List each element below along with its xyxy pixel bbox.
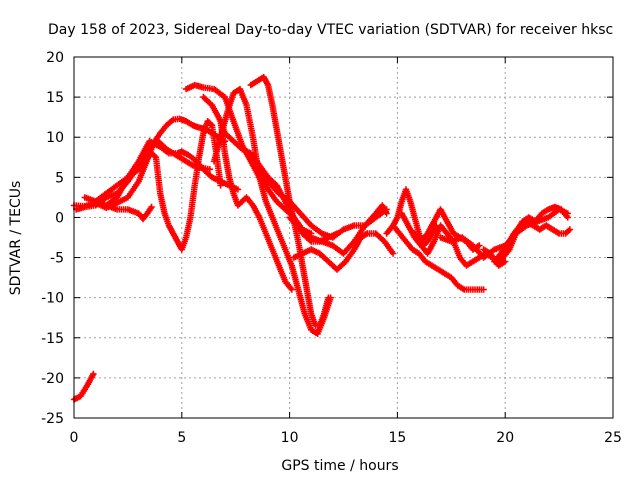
plot-frame bbox=[73, 56, 614, 419]
series-track-1 bbox=[70, 370, 97, 403]
data-point-markers bbox=[217, 118, 295, 293]
data-point-markers bbox=[290, 230, 397, 273]
series-track-8 bbox=[200, 93, 341, 245]
data-point-markers bbox=[103, 202, 155, 223]
series-track-10 bbox=[217, 118, 295, 293]
data-point-markers bbox=[480, 203, 571, 265]
y-tick-label: -25 bbox=[41, 411, 64, 427]
chart-title: Day 158 of 2023, Sidereal Day-to-day VTE… bbox=[48, 22, 613, 38]
y-tick-label: -5 bbox=[50, 251, 64, 267]
tick-labels: 0 5 10 15 20 25 -25 -20 -15 -10 -5 0 5 10 15 20 bbox=[41, 50, 622, 446]
series-track-16 bbox=[389, 222, 487, 293]
series-track-9 bbox=[210, 85, 334, 337]
y-tick-label: -20 bbox=[41, 371, 64, 387]
x-tick-label: 20 bbox=[496, 430, 514, 446]
data-point-markers bbox=[70, 370, 97, 403]
data-point-markers bbox=[210, 85, 334, 337]
data-series bbox=[70, 73, 574, 403]
series-track-14 bbox=[290, 230, 397, 273]
x-axis-label: GPS time / hours bbox=[281, 458, 398, 474]
axis-ticks bbox=[73, 56, 614, 419]
grid bbox=[74, 57, 613, 418]
y-tick-label: -15 bbox=[41, 331, 64, 347]
data-point-markers bbox=[200, 93, 341, 245]
y-tick-label: -10 bbox=[41, 291, 64, 307]
x-tick-label: 0 bbox=[70, 430, 79, 446]
y-tick-label: 15 bbox=[46, 90, 64, 106]
x-tick-label: 15 bbox=[388, 430, 406, 446]
y-tick-label: 20 bbox=[46, 50, 64, 66]
data-point-markers bbox=[286, 202, 390, 257]
y-axis-label: SDTVAR / TECUs bbox=[8, 181, 24, 296]
series-track-5 bbox=[92, 118, 224, 253]
series-track-21 bbox=[480, 203, 571, 265]
data-point-markers bbox=[92, 118, 224, 253]
series-track-13 bbox=[286, 202, 390, 257]
series-track-6 bbox=[103, 202, 155, 223]
x-tick-label: 5 bbox=[177, 430, 186, 446]
x-tick-label: 10 bbox=[281, 430, 299, 446]
x-tick-label: 25 bbox=[604, 430, 622, 446]
y-tick-label: 10 bbox=[46, 130, 64, 146]
y-tick-label: 0 bbox=[55, 210, 64, 226]
data-point-markers bbox=[389, 222, 487, 293]
y-tick-label: 5 bbox=[55, 170, 64, 186]
